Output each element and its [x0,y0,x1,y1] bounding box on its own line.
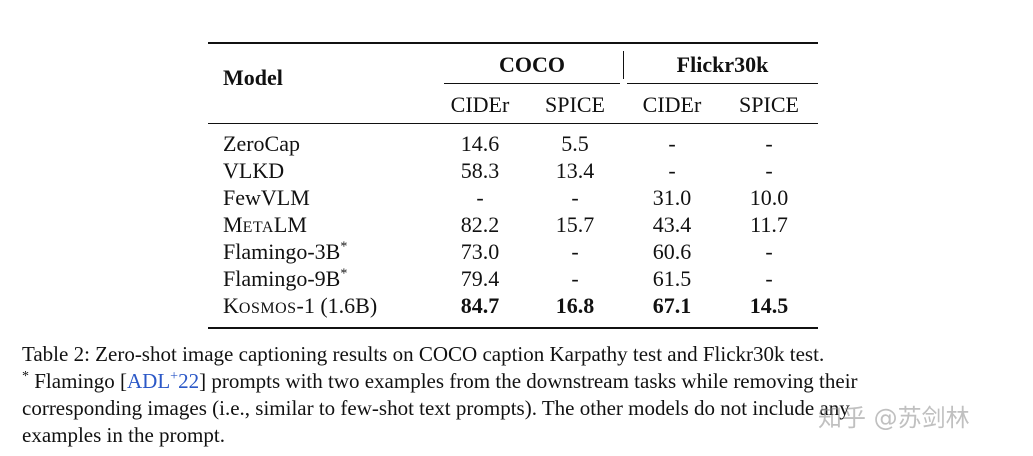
cell-value: - [571,185,579,210]
metric-header-flickr-spice: SPICE [739,92,799,117]
watermark: 知乎 @苏剑林 [818,404,970,432]
caption-footnote: * Flamingo [ADL+22] prompts with two exa… [22,369,858,393]
caption-line: Table 2: Zero-shot image captioning resu… [22,342,825,366]
cell-value: 60.6 [652,239,692,264]
table-caption: Table 2: Zero-shot image captioning resu… [22,341,1022,449]
row-model: ZeroCap [223,131,300,156]
cell-value: 31.0 [652,185,692,210]
cell-value-best: 16.8 [555,293,595,318]
group-separator [623,51,624,79]
cell-value: 13.4 [555,158,595,183]
citation-link[interactable]: ADL+22 [127,369,200,393]
row-model: Flamingo-3B* [223,239,348,264]
cell-value-best: 84.7 [460,293,500,318]
cell-value: - [571,266,579,291]
cell-value: 10.0 [749,185,789,210]
cell-value: 58.3 [460,158,500,183]
cell-value-best: 67.1 [652,293,692,318]
row-model: Flamingo-9B* [223,266,348,291]
metric-header-coco-cider: CIDEr [450,92,510,117]
caption-line: corresponding images (i.e., similar to f… [22,396,850,420]
cell-value: - [571,239,579,264]
table-bottom-rule [208,327,818,329]
table-header-rule [208,123,818,124]
cell-value: 73.0 [460,239,500,264]
caption-line: examples in the prompt. [22,423,225,447]
cell-value: - [765,239,773,264]
cell-value: 82.2 [460,212,500,237]
coco-cmidrule [444,83,620,84]
metric-header-coco-spice: SPICE [545,92,605,117]
cell-value: - [668,158,676,183]
flickr30k-header: Flickr30k [676,52,769,77]
row-model: KOSMOS-1 (1.6B) [223,293,378,318]
row-model: VLKD [223,158,285,183]
row-model: METALM [223,212,307,237]
cell-value: - [765,131,773,156]
cell-value: 43.4 [652,212,692,237]
cell-value-best: 14.5 [749,293,789,318]
cell-value: 15.7 [555,212,595,237]
metric-header-flickr-cider: CIDEr [642,92,702,117]
cell-value: - [476,185,484,210]
row-model: FewVLM [223,185,310,210]
cell-value: 79.4 [460,266,500,291]
model-header: Model [223,65,283,90]
cell-value: - [765,266,773,291]
cell-value: 11.7 [750,212,788,237]
table-top-rule [208,42,818,44]
cell-value: 61.5 [652,266,692,291]
cell-value: 14.6 [460,131,500,156]
flickr-cmidrule [627,83,818,84]
cell-value: - [668,131,676,156]
coco-header: COCO [499,52,565,77]
cell-value: 5.5 [561,131,589,156]
cell-value: - [765,158,773,183]
